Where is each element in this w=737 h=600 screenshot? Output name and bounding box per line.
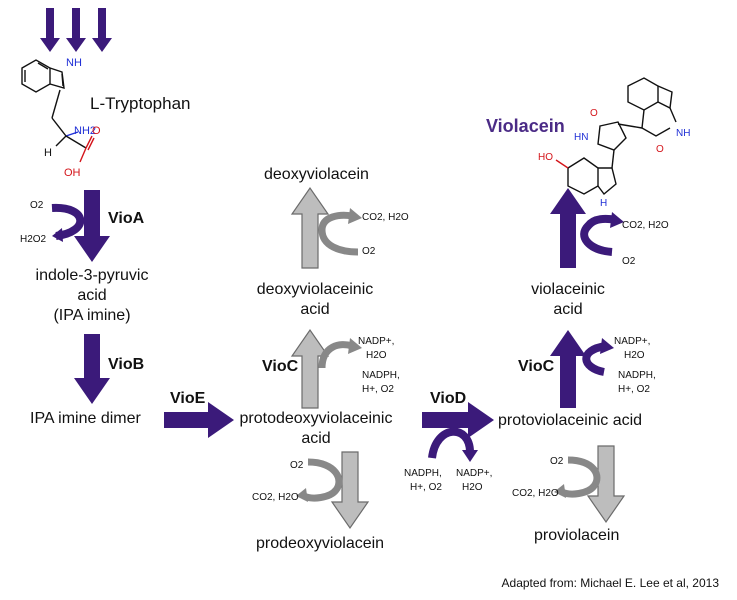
struct-nh-label: NH xyxy=(66,57,82,69)
vioc-right-arrow xyxy=(550,330,586,408)
input-arrows xyxy=(40,8,112,52)
compound-protodeoxy-line2: acid xyxy=(301,430,331,447)
cofactor-o2-proviolacein: O2 xyxy=(550,456,564,467)
credit-text: Adapted from: Michael E. Lee et al, 2013 xyxy=(501,576,719,590)
compound-violacein: Violacein xyxy=(486,116,565,136)
vioa-side-arrow xyxy=(51,203,85,240)
deoxy-up-arrow xyxy=(290,186,330,269)
enzyme-vioa: VioA xyxy=(108,210,145,227)
compound-ipa-dimer: IPA imine dimer xyxy=(30,410,141,427)
tryptophan-structure xyxy=(21,59,95,163)
cofactor-nadp-right: NADP+, xyxy=(614,336,651,347)
compound-violaceinic-line1: violaceinic xyxy=(531,281,605,298)
compound-proviolacein: proviolacein xyxy=(534,527,620,544)
struct-hn-label: HN xyxy=(574,132,588,143)
cofactor-co2-prodeoxy: CO2, H2O xyxy=(252,492,299,503)
cofactor-nadph-viod: NADPH, xyxy=(404,468,442,479)
struct-o1-label: O xyxy=(590,108,598,119)
compound-ipa-line1: indole-3-pyruvic xyxy=(35,267,149,284)
compound-prodeoxyviolacein: prodeoxyviolacein xyxy=(256,535,385,552)
cofactor-co2-violaceinic: CO2, H2O xyxy=(622,220,669,231)
compound-ipa-line3: (IPA imine) xyxy=(53,307,131,324)
cofactor-o2-vioa: O2 xyxy=(30,200,44,211)
viod-side-arrow xyxy=(428,427,474,459)
violaceinic-up-arrow xyxy=(550,188,586,268)
cofactor-o2-deoxy: O2 xyxy=(362,246,376,257)
cofactor-nadp-left: NADP+, xyxy=(358,336,395,347)
compound-ipa-line2: acid xyxy=(77,287,107,304)
cofactor-co2-deoxy: CO2, H2O xyxy=(362,212,409,223)
cofactor-nadph-right: NADPH, xyxy=(618,370,656,381)
struct-ho-label: HO xyxy=(538,152,553,163)
proviolacein-side-arrow xyxy=(560,456,601,498)
prodeoxy-down-arrow xyxy=(330,451,370,530)
cofactor-o2-violaceinic: O2 xyxy=(622,256,636,267)
vioc-left-arrow xyxy=(290,328,330,409)
proviolacein-down-arrow xyxy=(586,445,626,524)
compound-deoxyviolacein: deoxyviolacein xyxy=(264,166,369,183)
vioc-right-side-arrow xyxy=(582,342,607,376)
struct-h-label: H xyxy=(44,147,52,159)
enzyme-viob: VioB xyxy=(108,356,145,373)
cofactor-h2o-viod: H2O xyxy=(462,482,483,493)
cofactor-h-o2-viod: H+, O2 xyxy=(410,482,442,493)
violaceinic-side-arrow xyxy=(580,214,617,256)
deoxy-side-arrow xyxy=(318,211,359,256)
viob-arrow xyxy=(74,334,110,404)
enzyme-vioc-right: VioC xyxy=(518,358,555,375)
struct-o2-label: O xyxy=(656,144,664,155)
cofactor-h-o2-right: H+, O2 xyxy=(618,384,650,395)
enzyme-viod: VioD xyxy=(430,390,467,407)
vioa-arrow xyxy=(74,190,110,262)
cofactor-o2-prodeoxy: O2 xyxy=(290,460,304,471)
struct-h-ring-label: H xyxy=(600,198,607,209)
compound-deoxyviolaceinic-line1: deoxyviolaceinic xyxy=(256,281,374,298)
compound-ipa: indole-3-pyruvic acid (IPA imine) xyxy=(0,266,184,326)
compound-deoxyviolaceinic-line2: acid xyxy=(300,301,330,318)
cofactor-co2-proviolacein: CO2, H2O xyxy=(512,488,559,499)
vioc-left-side-arrow xyxy=(318,341,354,369)
compound-violaceinic-line2: acid xyxy=(553,301,583,318)
viod-arrow xyxy=(422,402,494,438)
enzyme-vioc-left: VioC xyxy=(262,358,299,375)
cofactor-h2o-right: H2O xyxy=(624,350,645,361)
compound-protodeoxy-line1: protodeoxyviolaceinic xyxy=(239,410,393,427)
struct-o-label: O xyxy=(92,125,101,137)
compound-deoxyviolaceinic: deoxyviolaceinic acid xyxy=(250,280,380,320)
struct-nh2-label: NH2 xyxy=(74,125,96,137)
struct-nh-label-2: NH xyxy=(676,128,690,139)
compound-protoviolaceinic: protoviolaceinic acid xyxy=(498,412,643,429)
cofactor-nadph-left: NADPH, xyxy=(362,370,400,381)
vioe-arrow xyxy=(164,402,234,438)
compound-violaceinic: violaceinic acid xyxy=(518,280,618,320)
violacein-structure xyxy=(555,77,677,196)
cofactor-h2o2-vioa: H2O2 xyxy=(20,234,47,245)
cofactor-nadp-viod: NADP+, xyxy=(456,468,493,479)
enzyme-vioe: VioE xyxy=(170,390,206,407)
cofactor-h2o-left: H2O xyxy=(366,350,387,361)
compound-protodeoxy: protodeoxyviolaceinic acid xyxy=(236,409,396,449)
prodeoxy-side-arrow xyxy=(302,458,343,502)
compound-tryptophan: L-Tryptophan xyxy=(90,94,191,113)
struct-oh-label: OH xyxy=(64,167,81,179)
cofactor-h-o2-left: H+, O2 xyxy=(362,384,394,395)
